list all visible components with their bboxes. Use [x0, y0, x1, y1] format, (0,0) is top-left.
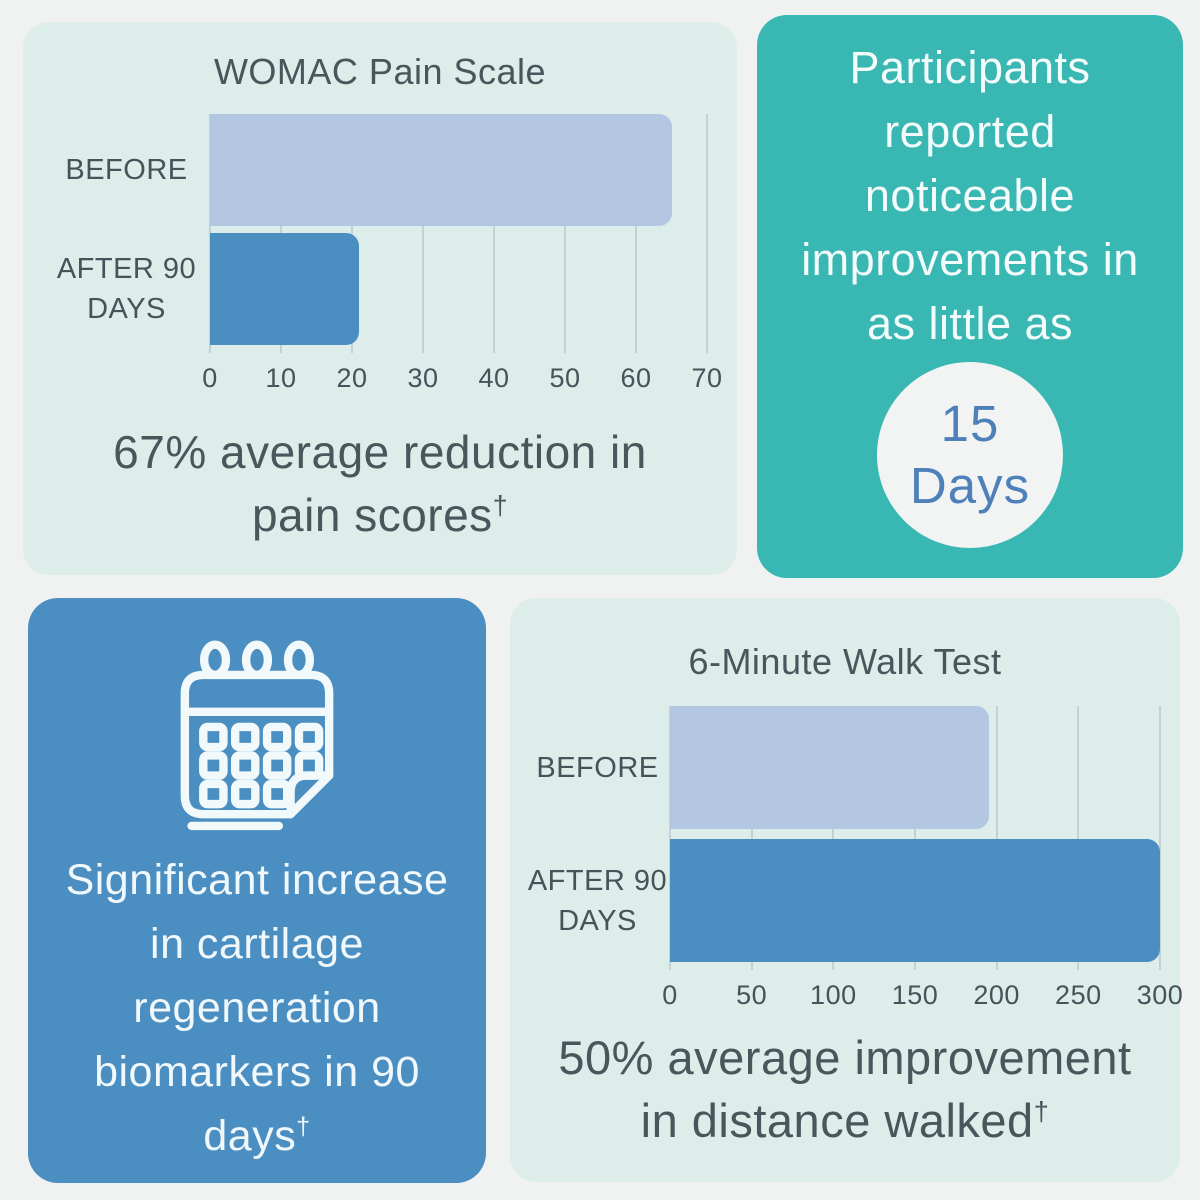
- gridline: [564, 114, 566, 353]
- x-tick-label: 50: [736, 980, 768, 1010]
- participants-statement: Participants reported noticeable improve…: [801, 42, 1139, 349]
- bars: [210, 114, 707, 345]
- days-badge-value: 15: [940, 395, 1000, 452]
- gridline: [995, 706, 998, 970]
- x-tick-label: 60: [620, 363, 652, 393]
- dagger-footnote-mark: †: [1033, 1095, 1050, 1127]
- gridline: [750, 706, 753, 970]
- x-tick-label: 0: [662, 980, 678, 1010]
- walk-test-panel: 6-Minute Walk Test BEFORE AFTER 90 DAYS 0 5…: [510, 598, 1183, 1182]
- plot-wrap: 0 50 100 150 200 250 300: [662, 706, 1183, 1014]
- biomarkers-panel: Significant increase in cartilage regene…: [28, 598, 486, 1183]
- bar-before: [670, 706, 989, 829]
- x-tick-label: 70: [691, 363, 723, 393]
- walk-chart-title: 6-Minute Walk Test: [688, 641, 1002, 682]
- dagger-footnote-mark: †: [492, 490, 509, 521]
- walk-caption-line1: 50% average improvement: [558, 1031, 1132, 1084]
- bar-row: [670, 706, 1160, 829]
- walk-chart: BEFORE AFTER 90 DAYS 0 50 100 150 200 250 300: [525, 706, 1183, 1014]
- category-labels: BEFORE AFTER 90 DAYS: [525, 706, 670, 1014]
- gridline: [493, 114, 495, 353]
- category-label: BEFORE: [65, 154, 188, 186]
- x-tick-label: 0: [202, 363, 218, 393]
- x-tick-label: 300: [1136, 980, 1184, 1010]
- category-labels: BEFORE AFTER 90 DAYS: [43, 114, 210, 397]
- bars: [670, 706, 1160, 962]
- womac-caption: 67% average reduction in pain scores†: [23, 421, 737, 547]
- plot-wrap: 0 10 20 30 40 50 60 70: [202, 114, 722, 397]
- x-axis: 0 10 20 30 40 50 60 70: [202, 353, 722, 397]
- gridline: [914, 706, 916, 970]
- x-tick-label: 150: [891, 980, 939, 1010]
- biomarkers-last-line: days†: [203, 1112, 311, 1160]
- gridline: [706, 114, 708, 353]
- walk-caption: 50% average improvement in distance walk…: [510, 1026, 1180, 1152]
- gridlines: [669, 706, 1161, 970]
- bar-before: [210, 114, 672, 226]
- bar-after-90-days: [210, 233, 360, 345]
- dagger-footnote-mark: †: [296, 1112, 311, 1141]
- womac-panel: WOMAC Pain Scale BEFORE AFTER 90 DAYS 0 10 2…: [23, 22, 737, 575]
- days-badge-unit: Days: [909, 457, 1031, 514]
- calendar-icon: [164, 638, 350, 836]
- category-label: AFTER 90 DAYS: [527, 864, 668, 937]
- category-label: AFTER 90 DAYS: [56, 253, 197, 325]
- gridline: [1159, 706, 1161, 970]
- x-tick-label: 250: [1055, 980, 1102, 1010]
- days-badge: 15 Days: [877, 362, 1063, 548]
- gridline: [422, 114, 424, 353]
- womac-chart: BEFORE AFTER 90 DAYS 0 10 20 30 40 50 60 70: [43, 114, 722, 397]
- category-label: BEFORE: [536, 751, 659, 784]
- x-tick-label: 20: [336, 363, 368, 393]
- x-tick-label: 50: [549, 363, 581, 393]
- x-tick-label: 40: [478, 363, 510, 393]
- bar-row: [210, 233, 707, 345]
- x-axis: 0 50 100 150 200 250 300: [662, 970, 1183, 1014]
- womac-chart-title: WOMAC Pain Scale: [213, 51, 547, 92]
- plot-area: [669, 706, 1161, 970]
- biomarkers-statement: Significant increase in cartilage regene…: [65, 856, 449, 1160]
- gridline: [635, 114, 637, 353]
- x-tick-label: 100: [810, 980, 857, 1010]
- x-tick-label: 30: [407, 363, 439, 393]
- gridline: [832, 706, 835, 970]
- plot-area: [209, 114, 708, 353]
- walk-caption-line2: in distance walked†: [640, 1094, 1050, 1147]
- x-tick-label: 10: [265, 363, 297, 393]
- bar-row: [210, 114, 707, 226]
- bar-row: [670, 839, 1160, 962]
- x-tick-label: 200: [973, 980, 1020, 1010]
- bar-after-90-days: [670, 839, 1160, 962]
- participants-panel: Participants reported noticeable improve…: [757, 15, 1183, 578]
- womac-caption-line2: pain scores†: [251, 489, 509, 541]
- gridline: [669, 706, 671, 970]
- gridline: [1077, 706, 1080, 970]
- womac-caption-line1: 67% average reduction in: [113, 426, 647, 478]
